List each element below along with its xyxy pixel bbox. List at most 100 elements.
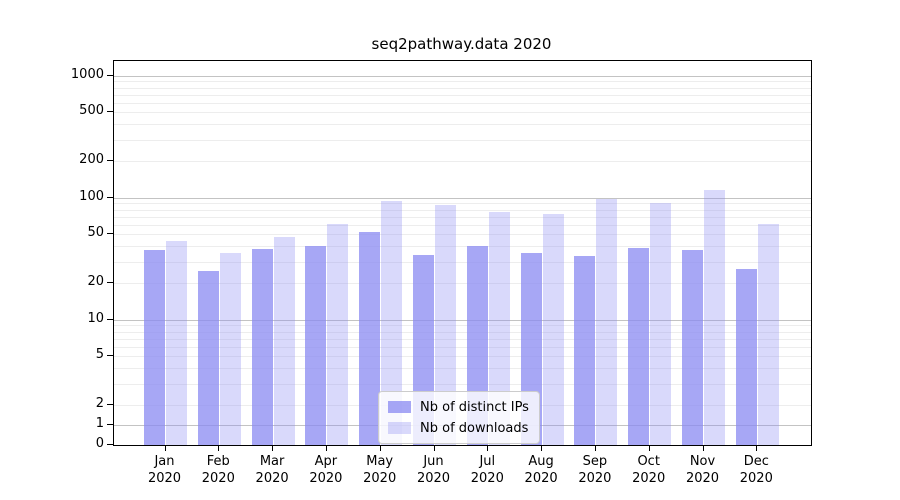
x-tick-label-jan: Jan 2020 bbox=[147, 454, 182, 486]
y-tick-50 bbox=[107, 233, 113, 235]
y-tick-5 bbox=[107, 355, 113, 357]
x-axis: Jan 2020 Feb 2020 Mar 2020 Apr 2020 May 2020 Jun 20… bbox=[113, 445, 810, 500]
bar-downloads-may bbox=[381, 201, 403, 445]
x-tick-aug bbox=[541, 445, 543, 451]
x-tick-label-dec: Dec 2020 bbox=[739, 454, 773, 486]
gridline-minor-700 bbox=[114, 94, 811, 96]
y-tick-label-1000: 1000 bbox=[70, 66, 104, 82]
x-tick-label-jun: Jun 2020 bbox=[416, 454, 451, 486]
bar-downloads-dec bbox=[757, 223, 779, 445]
gridline-minor-200 bbox=[114, 161, 811, 162]
bar-downloads-apr bbox=[327, 223, 349, 445]
bar-downloads-oct bbox=[650, 203, 672, 445]
bar-distinct-ips-oct bbox=[628, 247, 650, 445]
y-tick-label-100: 100 bbox=[79, 188, 104, 204]
bar-distinct-ips-may bbox=[359, 232, 381, 445]
gridline-minor-4 bbox=[114, 368, 811, 370]
y-tick-100 bbox=[107, 196, 113, 198]
gridline-minor-80 bbox=[114, 209, 811, 211]
gridline-major-10 bbox=[114, 319, 811, 321]
y-tick-20 bbox=[107, 282, 113, 283]
gridline-major-1000 bbox=[114, 75, 811, 77]
y-tick-0 bbox=[107, 444, 113, 445]
x-tick-dec bbox=[756, 445, 758, 451]
bar-downloads-mar bbox=[273, 236, 295, 445]
gridline-minor-3 bbox=[114, 383, 811, 385]
y-tick-label-50: 50 bbox=[87, 225, 104, 241]
y-tick-label-0: 0 bbox=[95, 436, 104, 451]
x-tick-label-sep: Sep 2020 bbox=[578, 454, 612, 486]
x-tick-jun bbox=[433, 445, 435, 451]
gridline-minor-500 bbox=[114, 112, 811, 114]
y-tick-200 bbox=[107, 160, 113, 161]
x-tick-label-nov: Nov 2020 bbox=[685, 454, 720, 486]
legend-item-downloads: Nb of downloads bbox=[388, 419, 529, 437]
bar-downloads-jan bbox=[166, 241, 187, 445]
x-tick-nov bbox=[702, 445, 704, 451]
gridline-minor-70 bbox=[114, 216, 811, 218]
y-tick-2 bbox=[107, 404, 113, 405]
y-tick-label-5: 5 bbox=[95, 347, 104, 363]
y-tick-10 bbox=[107, 318, 113, 320]
gridline-minor-50 bbox=[114, 234, 811, 236]
gridline-minor-9 bbox=[114, 325, 811, 327]
gridline-minor-30 bbox=[114, 261, 811, 263]
bar-distinct-ips-nov bbox=[682, 250, 703, 445]
legend-swatch-downloads bbox=[388, 422, 411, 434]
gridline-minor-400 bbox=[114, 124, 811, 126]
bar-distinct-ips-apr bbox=[305, 246, 327, 445]
y-tick-label-20: 20 bbox=[87, 274, 104, 289]
x-tick-jan bbox=[164, 445, 166, 451]
legend: Nb of distinct IPs Nb of downloads bbox=[378, 391, 540, 444]
y-tick-500 bbox=[107, 111, 113, 113]
x-tick-label-aug: Aug 2020 bbox=[524, 454, 558, 486]
bar-downloads-aug bbox=[542, 213, 564, 445]
bar-downloads-sep bbox=[596, 199, 618, 445]
bar-distinct-ips-mar bbox=[251, 249, 273, 445]
x-tick-label-oct: Oct 2020 bbox=[632, 454, 666, 486]
gridline-minor-800 bbox=[114, 87, 811, 89]
y-tick-1000 bbox=[107, 74, 113, 76]
x-tick-jul bbox=[487, 445, 489, 451]
gridline-minor-7 bbox=[114, 338, 811, 340]
y-tick-1 bbox=[107, 424, 113, 425]
legend-item-distinct-ips: Nb of distinct IPs bbox=[388, 398, 529, 416]
x-tick-label-jul: Jul 2020 bbox=[470, 454, 504, 486]
gridline-minor-8 bbox=[114, 331, 811, 333]
bar-distinct-ips-dec bbox=[735, 269, 757, 445]
gridline-major-100 bbox=[114, 197, 811, 199]
y-tick-label-500: 500 bbox=[79, 103, 104, 119]
gridline-minor-40 bbox=[114, 246, 811, 248]
x-tick-may bbox=[379, 445, 381, 451]
legend-label-downloads: Nb of downloads bbox=[420, 420, 529, 436]
x-tick-label-apr: Apr 2020 bbox=[309, 454, 343, 486]
gridline-minor-5 bbox=[114, 356, 811, 358]
gridline-minor-600 bbox=[114, 102, 811, 104]
y-tick-label-10: 10 bbox=[87, 310, 104, 326]
x-tick-apr bbox=[325, 445, 327, 451]
chart-title: seq2pathway.data 2020 bbox=[371, 35, 552, 53]
bar-distinct-ips-jan bbox=[144, 250, 165, 445]
bar-distinct-ips-feb bbox=[197, 271, 219, 445]
x-tick-oct bbox=[648, 445, 650, 451]
x-tick-sep bbox=[594, 445, 596, 451]
legend-label-distinct-ips: Nb of distinct IPs bbox=[420, 399, 529, 415]
bar-downloads-feb bbox=[219, 253, 241, 445]
y-axis: 1000 500 200 100 50 20 10 5 2 1 0 bbox=[0, 60, 113, 451]
y-tick-label-2: 2 bbox=[95, 396, 104, 411]
gridline-minor-60 bbox=[114, 224, 811, 226]
legend-swatch-distinct-ips bbox=[388, 401, 411, 413]
bar-downloads-nov bbox=[704, 190, 725, 445]
bar-distinct-ips-sep bbox=[574, 256, 596, 445]
x-tick-mar bbox=[272, 445, 274, 451]
y-tick-label-1: 1 bbox=[95, 416, 104, 431]
y-tick-label-200: 200 bbox=[79, 152, 104, 167]
bar-downloads-jul bbox=[488, 211, 510, 445]
x-tick-label-mar: Mar 2020 bbox=[255, 454, 289, 486]
x-tick-label-may: May 2020 bbox=[363, 454, 397, 486]
x-tick-feb bbox=[218, 445, 220, 451]
bar-downloads-jun bbox=[435, 204, 456, 445]
plot-area: Nb of distinct IPs Nb of downloads bbox=[113, 60, 812, 446]
gridline-minor-20 bbox=[114, 283, 811, 284]
